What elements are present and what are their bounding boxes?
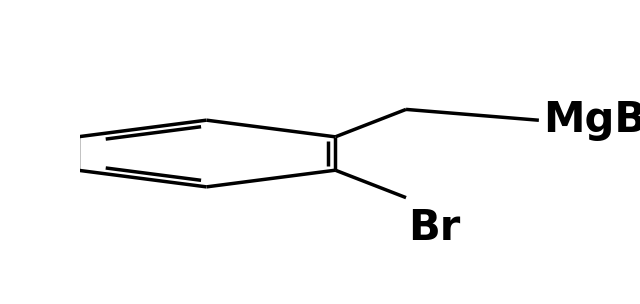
Text: Br: Br — [408, 207, 461, 249]
Text: MgBr: MgBr — [543, 99, 640, 141]
